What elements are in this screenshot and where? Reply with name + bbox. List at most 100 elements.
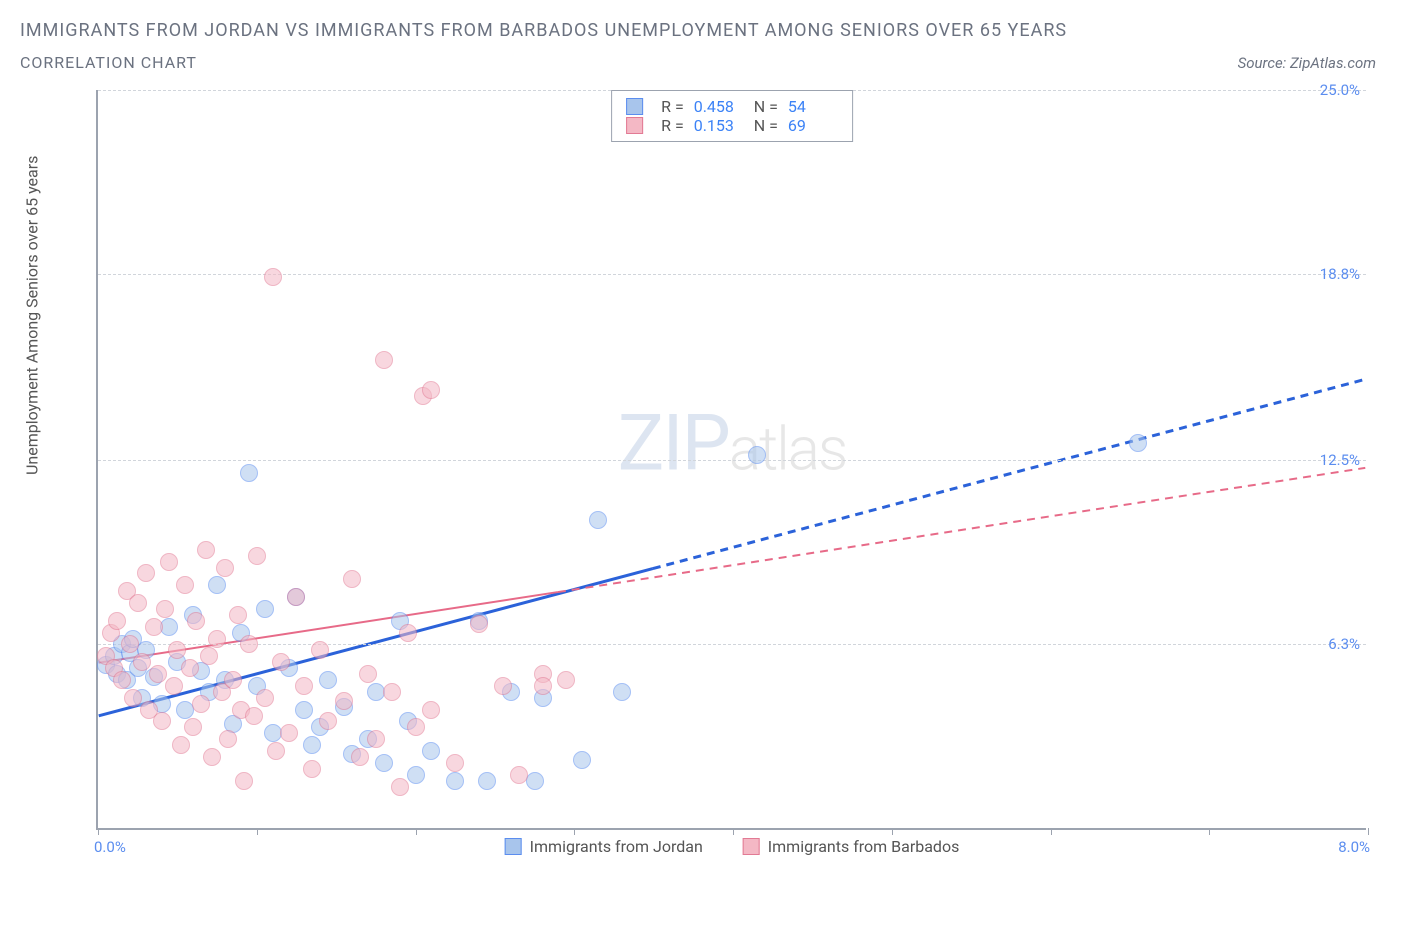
data-point: [272, 653, 290, 671]
subtitle-row: CORRELATION CHART Source: ZipAtlas.com: [20, 53, 1376, 72]
data-point: [295, 677, 313, 695]
y-tick-label: 18.8%: [1300, 265, 1360, 283]
data-point: [184, 718, 202, 736]
data-point: [267, 742, 285, 760]
source-name: ZipAtlas.com: [1290, 54, 1376, 72]
n-label: N =: [754, 97, 778, 116]
data-point: [319, 712, 337, 730]
data-point: [165, 677, 183, 695]
data-point: [200, 647, 218, 665]
data-point: [181, 659, 199, 677]
data-point: [359, 665, 377, 683]
n-label: N =: [754, 116, 778, 135]
legend-label-barbados: Immigrants from Barbados: [768, 837, 960, 856]
data-point: [245, 707, 263, 725]
data-point: [176, 576, 194, 594]
data-point: [399, 624, 417, 642]
n-value-barbados: 69: [788, 116, 838, 135]
gridline: [98, 460, 1366, 461]
x-tick: [1051, 828, 1052, 835]
data-point: [407, 766, 425, 784]
data-point: [197, 541, 215, 559]
data-point: [145, 618, 163, 636]
data-point: [295, 701, 313, 719]
data-point: [303, 736, 321, 754]
r-value-barbados: 0.153: [694, 116, 744, 135]
data-point: [391, 778, 409, 796]
data-point: [573, 751, 591, 769]
data-point: [375, 351, 393, 369]
data-point: [287, 588, 305, 606]
data-point: [526, 772, 544, 790]
data-point: [113, 671, 131, 689]
data-point: [280, 724, 298, 742]
y-tick-label: 6.3%: [1300, 635, 1360, 653]
data-point: [478, 772, 496, 790]
swatch-jordan: [626, 98, 643, 115]
gridline: [98, 644, 1366, 645]
x-tick: [257, 828, 258, 835]
data-point: [613, 683, 631, 701]
data-point: [422, 701, 440, 719]
y-tick-label: 12.5%: [1300, 451, 1360, 469]
data-point: [153, 712, 171, 730]
data-point: [248, 547, 266, 565]
data-point: [129, 594, 147, 612]
data-point: [187, 612, 205, 630]
swatch-barbados-icon: [743, 838, 760, 855]
data-point: [121, 635, 139, 653]
source-label: Source:: [1238, 54, 1290, 72]
data-point: [375, 754, 393, 772]
data-point: [156, 600, 174, 618]
x-tick: [1368, 828, 1369, 835]
data-point: [343, 570, 361, 588]
r-value-jordan: 0.458: [694, 97, 744, 116]
x-axis-min-label: 0.0%: [94, 838, 126, 856]
x-tick: [1209, 828, 1210, 835]
chart-subtitle: CORRELATION CHART: [20, 53, 197, 72]
data-point: [383, 683, 401, 701]
data-point: [208, 630, 226, 648]
data-point: [240, 464, 258, 482]
data-point: [149, 665, 167, 683]
data-point: [1129, 434, 1147, 452]
watermark-light: atlas: [729, 414, 847, 485]
swatch-barbados: [626, 117, 643, 134]
data-point: [208, 576, 226, 594]
legend-row-barbados: R = 0.153 N = 69: [626, 116, 838, 135]
legend-item-jordan: Immigrants from Jordan: [505, 837, 703, 856]
data-point: [748, 446, 766, 464]
x-tick: [416, 828, 417, 835]
data-point: [407, 718, 425, 736]
legend-row-jordan: R = 0.458 N = 54: [626, 97, 838, 116]
data-point: [319, 671, 337, 689]
plot-region: ZIPatlas R = 0.458 N = 54 R = 0.153 N = …: [96, 90, 1366, 830]
data-point: [303, 760, 321, 778]
data-point: [216, 559, 234, 577]
data-point: [557, 671, 575, 689]
chart-area: Unemployment Among Seniors over 65 years…: [26, 80, 1376, 870]
x-axis-max-label: 8.0%: [1338, 838, 1370, 856]
x-tick: [892, 828, 893, 835]
data-point: [235, 772, 253, 790]
data-point: [108, 612, 126, 630]
gridline: [98, 274, 1366, 275]
data-point: [124, 689, 142, 707]
x-tick: [574, 828, 575, 835]
data-point: [172, 736, 190, 754]
trend-lines: [98, 90, 1366, 828]
data-point: [311, 641, 329, 659]
data-point: [422, 742, 440, 760]
data-point: [470, 615, 488, 633]
data-point: [589, 511, 607, 529]
chart-container: IMMIGRANTS FROM JORDAN VS IMMIGRANTS FRO…: [0, 0, 1406, 930]
r-label: R =: [661, 97, 684, 116]
data-point: [534, 677, 552, 695]
data-point: [494, 677, 512, 695]
legend-item-barbados: Immigrants from Barbados: [743, 837, 960, 856]
data-point: [229, 606, 247, 624]
x-tick: [98, 828, 99, 835]
n-value-jordan: 54: [788, 97, 838, 116]
data-point: [264, 268, 282, 286]
data-point: [219, 730, 237, 748]
